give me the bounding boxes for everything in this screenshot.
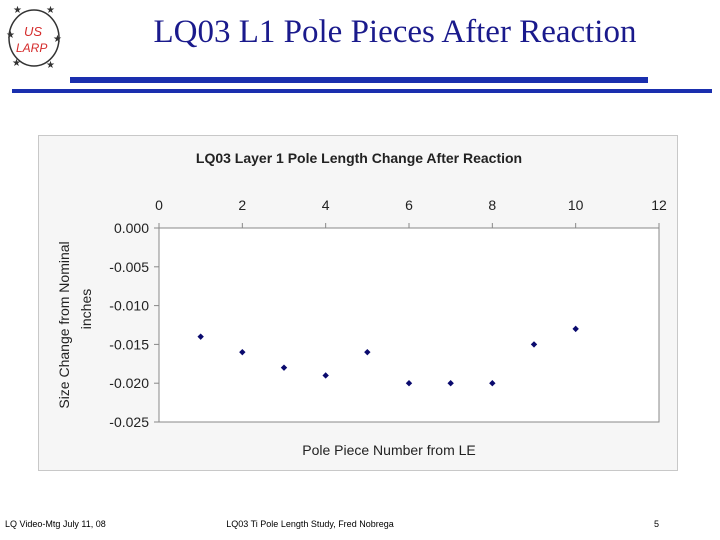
us-larp-logo: ★ ★ ★ ★ ★ ★ US LARP xyxy=(6,5,64,71)
title-underline-line xyxy=(12,89,712,93)
slide-title: LQ03 L1 Pole Pieces After Reaction xyxy=(153,14,637,50)
y-axis-label-units: inches xyxy=(78,289,94,329)
plot-area xyxy=(158,227,660,423)
svg-text:★: ★ xyxy=(53,34,62,45)
chart-title: LQ03 Layer 1 Pole Length Change After Re… xyxy=(196,150,522,166)
x-axis-label: Pole Piece Number from LE xyxy=(302,442,476,458)
data-point xyxy=(530,341,538,348)
svg-text:★: ★ xyxy=(46,6,55,16)
footer-study-title: LQ03 Ti Pole Length Study, Fred Nobrega xyxy=(226,519,394,529)
logo-text-larp: LARP xyxy=(16,41,47,55)
svg-text:★: ★ xyxy=(12,58,21,69)
data-point xyxy=(197,333,204,340)
y-tick-label: -0.020 xyxy=(109,375,149,391)
x-tick-label: 2 xyxy=(238,197,246,213)
y-tick-label: -0.010 xyxy=(109,298,149,314)
footer-meeting: LQ Video-Mtg July 11, 08 xyxy=(5,519,106,529)
data-point xyxy=(489,380,496,387)
x-tick-label: 6 xyxy=(405,197,413,213)
svg-text:★: ★ xyxy=(46,60,55,70)
y-tick-label: 0.000 xyxy=(114,220,149,236)
svg-text:★: ★ xyxy=(6,30,15,41)
us-larp-logo-graphic: ★ ★ ★ ★ ★ ★ US LARP xyxy=(6,5,62,71)
y-axis-label: Size Change from Nominal xyxy=(56,241,72,408)
y-tick-label: -0.015 xyxy=(109,336,149,352)
logo-text-us: US xyxy=(24,24,42,39)
x-tick-label: 0 xyxy=(155,197,163,213)
scatter-chart: LQ03 Layer 1 Pole Length Change After Re… xyxy=(56,150,667,458)
data-point xyxy=(322,372,329,379)
y-tick-label: -0.005 xyxy=(109,259,149,275)
data-point xyxy=(405,380,413,387)
title-underline-bar xyxy=(70,77,648,83)
data-point xyxy=(572,325,579,333)
chart-frame: LQ03 Layer 1 Pole Length Change After Re… xyxy=(38,135,678,471)
footer-page-number: 5 xyxy=(654,519,660,529)
y-tick-label: -0.025 xyxy=(109,414,149,430)
x-tick-label: 4 xyxy=(322,197,330,213)
svg-text:★: ★ xyxy=(13,6,22,16)
data-point xyxy=(280,364,288,371)
x-tick-label: 12 xyxy=(651,197,667,213)
x-tick-label: 8 xyxy=(488,197,496,213)
data-point xyxy=(447,380,454,387)
x-tick-label: 10 xyxy=(568,197,584,213)
